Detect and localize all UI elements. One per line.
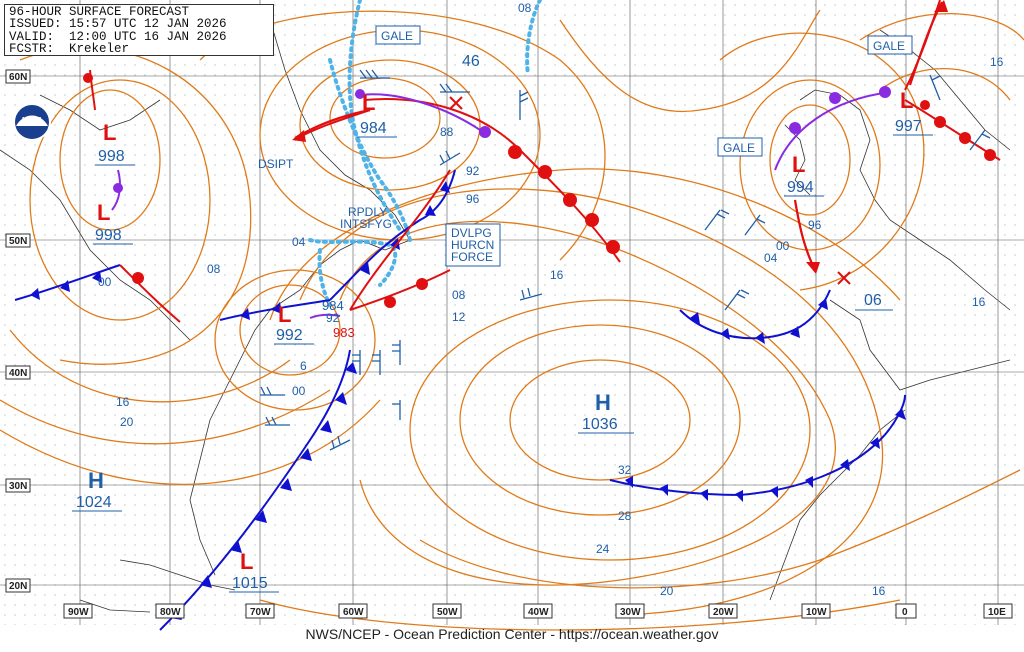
low-value: 998 (95, 227, 122, 244)
header-forecaster: FCSTR: Krekeler (9, 42, 130, 57)
svg-text:RPDLY: RPDLY (348, 205, 387, 219)
svg-text:30W: 30W (620, 607, 641, 618)
dot-grid (0, 0, 1024, 625)
svg-text:08: 08 (518, 1, 532, 15)
svg-text:90W: 90W (68, 607, 89, 618)
svg-text:60N: 60N (9, 72, 27, 83)
longitude-labels: 90W 80W 70W 60W 50W 40W 30W 20W 10W 0 10… (63, 603, 1013, 619)
svg-text:16: 16 (990, 55, 1004, 69)
svg-text:10E: 10E (988, 607, 1006, 618)
high-symbol: H (88, 468, 104, 493)
svg-text:28: 28 (618, 509, 632, 523)
svg-text:08: 08 (207, 262, 221, 276)
svg-text:GALE: GALE (723, 141, 755, 155)
low-symbol: L (97, 200, 110, 225)
low-symbol: L (278, 302, 291, 327)
header-title: 96-HOUR SURFACE FORECAST (9, 5, 190, 19)
svg-text:HURCN: HURCN (451, 238, 494, 252)
svg-text:0: 0 (902, 607, 908, 618)
cold-front-barbs (30, 181, 906, 620)
high-value: 1024 (76, 494, 112, 511)
svg-text:00: 00 (776, 239, 790, 253)
svg-text:16: 16 (872, 584, 886, 598)
svg-text:00: 00 (98, 275, 112, 289)
svg-text:NOAA: NOAA (22, 117, 43, 124)
low-symbol: L (792, 152, 805, 177)
svg-text:DVLPG: DVLPG (451, 226, 492, 240)
warm-front-bumps (83, 73, 996, 308)
latitude-labels: 60N 50N 40N 30N 20N (5, 69, 31, 593)
ice-edge (308, 0, 542, 307)
svg-text:80W: 80W (160, 607, 181, 618)
svg-text:60W: 60W (343, 607, 364, 618)
warning-labels: GALE GALE GALE DVLPG HURCN FORCE RPDLY I… (258, 25, 913, 340)
forecast-header: 96-HOUR SURFACE FORECAST ISSUED: 15:57 UT… (4, 4, 274, 56)
low-value: 992 (276, 327, 303, 344)
svg-text:92: 92 (326, 311, 340, 325)
svg-text:12: 12 (452, 310, 466, 324)
low-value: 1015 (232, 575, 268, 592)
svg-text:GALE: GALE (381, 29, 413, 43)
svg-text:50N: 50N (9, 236, 27, 247)
svg-text:DSIPT: DSIPT (258, 157, 294, 171)
header-issued: ISSUED: 15:57 UTC 12 JAN 2026 (9, 17, 227, 32)
header-valid: VALID: 12:00 UTC 16 JAN 2026 (9, 29, 227, 44)
svg-text:04: 04 (292, 235, 306, 249)
low-symbol: L (362, 90, 375, 115)
svg-text:10W: 10W (806, 607, 827, 618)
svg-text:16: 16 (972, 295, 986, 309)
svg-text:96: 96 (466, 192, 480, 206)
svg-text:INTSFYG: INTSFYG (340, 217, 392, 231)
svg-text:88: 88 (440, 125, 454, 139)
svg-text:00: 00 (292, 384, 306, 398)
svg-text:6: 6 (300, 359, 307, 373)
svg-text:20: 20 (120, 415, 134, 429)
isobar-labels: 46 08 88 92 96 04 08 00 16 08 12 16 20 0… (98, 1, 1004, 598)
track-arrowheads (292, 0, 948, 274)
svg-text:16: 16 (116, 395, 130, 409)
svg-text:20W: 20W (713, 607, 734, 618)
svg-text:06: 06 (864, 292, 882, 309)
svg-text:30N: 30N (9, 481, 27, 492)
svg-text:983: 983 (333, 325, 355, 340)
low-symbol: L (240, 549, 253, 574)
svg-text:40W: 40W (528, 607, 549, 618)
svg-text:32: 32 (618, 463, 632, 477)
svg-text:08: 08 (452, 288, 466, 302)
svg-text:20: 20 (660, 584, 674, 598)
low-symbol: L (103, 120, 116, 145)
low-value: 998 (98, 148, 125, 165)
low-value: 984 (360, 120, 387, 137)
high-symbol: H (595, 390, 611, 415)
noaa-logo: NOAA (13, 103, 51, 141)
svg-text:24: 24 (596, 542, 610, 556)
pressure-centers: L 998 L 998 L 984 L 992 L 994 L 997 L 10… (72, 88, 933, 593)
svg-text:20N: 20N (9, 581, 27, 592)
svg-text:92: 92 (466, 164, 480, 178)
svg-text:GALE: GALE (873, 39, 905, 53)
footer-credit: NWS/NCEP - Ocean Prediction Center - htt… (305, 626, 719, 642)
low-value: 997 (895, 118, 922, 135)
svg-text:70W: 70W (250, 607, 271, 618)
occluded-bumps (113, 86, 891, 193)
position-x-markers (449, 96, 851, 285)
svg-text:46: 46 (462, 53, 480, 70)
svg-text:50W: 50W (437, 607, 458, 618)
svg-text:04: 04 (764, 251, 778, 265)
svg-text:FORCE: FORCE (451, 250, 493, 264)
high-value: 1036 (582, 416, 618, 433)
svg-text:96: 96 (808, 218, 822, 232)
svg-text:16: 16 (550, 268, 564, 282)
low-symbol: L (900, 88, 913, 113)
svg-text:984: 984 (322, 298, 344, 313)
low-value: 994 (787, 179, 814, 196)
wind-barbs (260, 69, 991, 451)
svg-text:40N: 40N (9, 368, 27, 379)
